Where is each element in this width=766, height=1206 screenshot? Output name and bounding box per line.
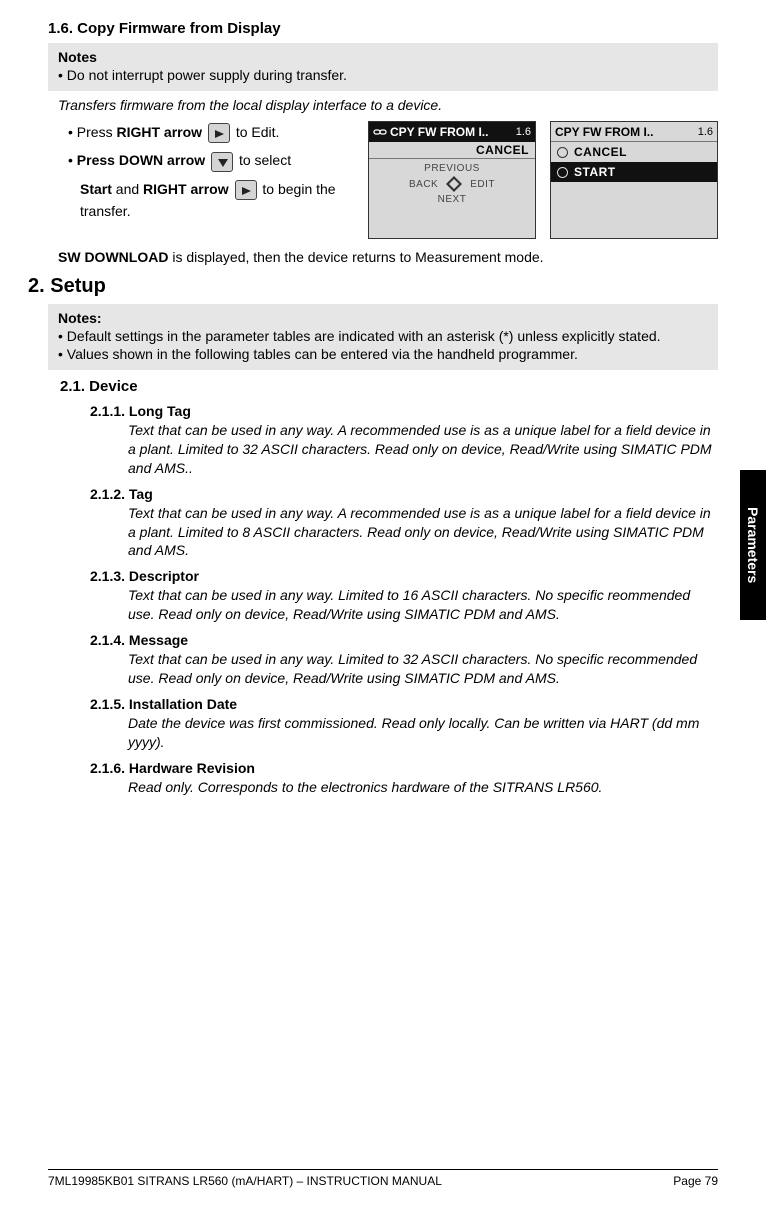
param-block: 2.1.3. Descriptor Text that can be used … [90,568,718,624]
lcd2-num: 1.6 [698,126,713,138]
param-title: 2.1.3. Descriptor [90,568,718,584]
lcd2-cancel-row: CANCEL [551,142,717,162]
lcd1-top: CPY FW FROM I.. 1.6 [369,122,535,142]
param-body: Text that can be used in any way. A reco… [128,504,718,561]
right-arrow-icon-2 [235,180,257,200]
footer-left: 7ML19985KB01 SITRANS LR560 (mA/HART) – I… [48,1174,442,1188]
param-body: Text that can be used in any way. Limite… [128,650,718,688]
link-icon [373,125,387,139]
side-tab-label: Parameters [745,507,761,583]
instr-l1-pre: Press [77,124,117,140]
right-arrow-icon [208,123,230,143]
side-tab: Parameters [740,470,766,620]
param-body: Date the device was first commissioned. … [128,714,718,752]
lcd2-top: CPY FW FROM I.. 1.6 [551,122,717,142]
instruction-text: • Press RIGHT arrow to Edit. • Press DOW… [68,121,358,229]
notes-item: Do not interrupt power supply during tra… [58,67,708,83]
instr-l1-post: to Edit. [236,124,280,140]
lcd1-body: PREVIOUS BACK EDIT NEXT [369,159,535,209]
param-body: Text that can be used in any way. Limite… [128,586,718,624]
footer-right: Page 79 [673,1174,718,1188]
param-block: 2.1.1. Long Tag Text that can be used in… [90,403,718,478]
sw-download-line: SW DOWNLOAD is displayed, then the devic… [58,249,718,265]
section-2-title: 2. Setup [28,275,718,298]
lcd-screen-2: CPY FW FROM I.. 1.6 CANCEL START [550,121,718,239]
lcd1-next: NEXT [438,194,467,205]
down-arrow-icon [211,152,233,172]
radio-icon-selected [557,167,568,178]
instr-l3-bold2: RIGHT arrow [143,181,229,197]
sw-bold: SW DOWNLOAD [58,249,168,265]
intro-italic: Transfers firmware from the local displa… [58,97,718,113]
notes-title-1: Notes [58,49,708,65]
instr-l2-mid: to select [239,152,291,168]
param-block: 2.1.2. Tag Text that can be used in any … [90,486,718,561]
lcd-screen-1: CPY FW FROM I.. 1.6 CANCEL PREVIOUS BACK… [368,121,536,239]
notes2-item-0: Default settings in the parameter tables… [58,328,708,344]
notes-box-1: Notes Do not interrupt power supply duri… [48,43,718,91]
lcd2-top-text: CPY FW FROM I.. [555,125,653,139]
notes-title-2: Notes: [58,310,708,326]
instr-l2-bold1: Press DOWN arrow [77,152,205,168]
instruction-row: • Press RIGHT arrow to Edit. • Press DOW… [68,121,718,239]
instr-l1-bold: RIGHT arrow [116,124,202,140]
param-title: 2.1.4. Message [90,632,718,648]
param-body: Read only. Corresponds to the electronic… [128,778,718,797]
param-body: Text that can be used in any way. A reco… [128,421,718,478]
lcd1-top-text: CPY FW FROM I.. [390,125,488,139]
notes-box-2: Notes: Default settings in the parameter… [48,304,718,370]
lcd1-cancel: CANCEL [369,142,535,159]
param-title: 2.1.6. Hardware Revision [90,760,718,776]
lcd1-edit: EDIT [470,179,495,190]
params-container: 2.1.1. Long Tag Text that can be used in… [48,403,718,797]
lcd1-previous: PREVIOUS [424,163,480,174]
param-block: 2.1.4. Message Text that can be used in … [90,632,718,688]
instr-l3-start: Start [80,181,112,197]
lcd-pair: CPY FW FROM I.. 1.6 CANCEL PREVIOUS BACK… [368,121,718,239]
section-1-6-title: 1.6. Copy Firmware from Display [48,20,718,37]
param-block: 2.1.5. Installation Date Date the device… [90,696,718,752]
param-title: 2.1.1. Long Tag [90,403,718,419]
lcd1-back: BACK [409,179,438,190]
lcd2-start-row: START [551,162,717,182]
footer: 7ML19985KB01 SITRANS LR560 (mA/HART) – I… [48,1169,718,1188]
lcd1-num: 1.6 [516,126,531,138]
sw-rest: is displayed, then the device returns to… [168,249,543,265]
nav-diamond-icon [444,174,464,194]
radio-icon [557,147,568,158]
param-block: 2.1.6. Hardware Revision Read only. Corr… [90,760,718,797]
param-title: 2.1.2. Tag [90,486,718,502]
notes2-item-1: Values shown in the following tables can… [58,346,708,362]
instr-l3-mid: and [112,181,143,197]
lcd2-cancel: CANCEL [574,145,627,159]
param-title: 2.1.5. Installation Date [90,696,718,712]
lcd2-start: START [574,165,616,179]
sub-2-1-title: 2.1. Device [60,378,718,395]
